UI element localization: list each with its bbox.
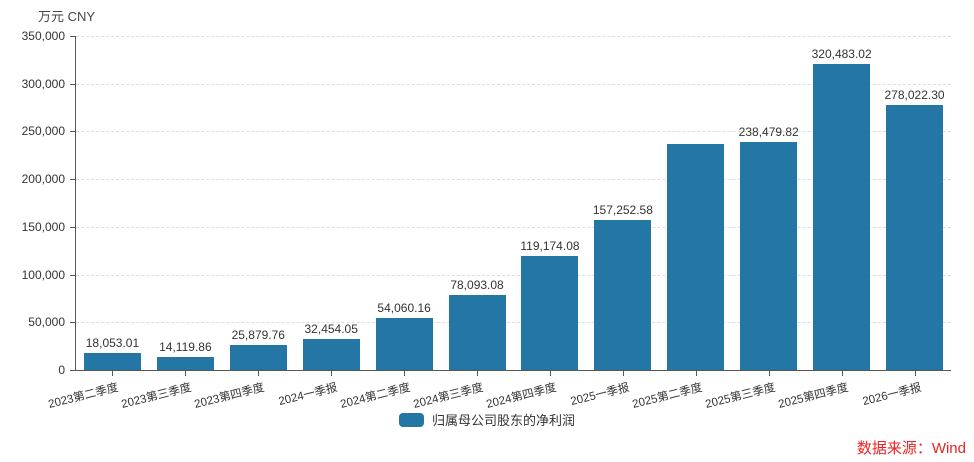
x-axis-tick — [331, 370, 333, 376]
x-axis-label: 2025一季报 — [569, 381, 631, 409]
gridline — [76, 322, 951, 324]
y-axis-tick — [70, 322, 76, 324]
bar-value-label: 78,093.08 — [450, 278, 504, 293]
bar[interactable] — [813, 64, 871, 370]
bar-value-label: 25,879.76 — [231, 328, 285, 343]
bar[interactable] — [302, 339, 360, 370]
bar-value-label: 119,174.08 — [520, 239, 580, 254]
data-source-note: 数据来源：Wind — [856, 440, 966, 457]
bar-value-label: 238,479.82 — [738, 125, 799, 140]
y-axis-unit-label: 万元 CNY — [38, 9, 96, 24]
x-axis-label: 2025第二季度 — [631, 381, 704, 411]
y-axis-label: 350,000 — [21, 29, 65, 43]
bar-value-label: 320,483.02 — [811, 47, 872, 62]
x-axis-tick — [477, 370, 479, 376]
bar-value-label: 18,053.01 — [85, 335, 140, 350]
y-axis-tick — [70, 370, 76, 371]
y-axis-label: 0 — [58, 363, 65, 377]
y-axis-tick — [70, 131, 76, 133]
y-axis-label: 150,000 — [21, 219, 65, 234]
x-axis-tick — [549, 370, 551, 376]
y-axis-tick — [70, 179, 76, 181]
x-axis-tick — [695, 370, 697, 376]
bar[interactable] — [375, 318, 433, 370]
x-axis-label: 2023第二季度 — [47, 381, 121, 411]
x-axis-label: 2024第二季度 — [339, 381, 412, 411]
x-axis-tick — [768, 370, 770, 376]
y-axis-tick — [70, 36, 76, 37]
bar-value-label: 278,022.30 — [884, 87, 945, 102]
y-axis-label: 100,000 — [21, 267, 65, 282]
x-axis-label: 2025第四季度 — [776, 381, 850, 411]
x-axis-label: 2023第三季度 — [120, 381, 194, 411]
x-axis-tick — [841, 370, 843, 376]
gridline — [76, 131, 951, 133]
x-axis-label: 2024第四季度 — [485, 381, 558, 411]
gridline — [76, 226, 951, 228]
bar[interactable] — [229, 345, 287, 370]
bar[interactable] — [667, 143, 725, 370]
y-axis-label: 200,000 — [21, 172, 65, 187]
bar[interactable] — [594, 219, 652, 370]
gridline — [76, 179, 951, 181]
y-axis-label: 50,000 — [28, 315, 65, 330]
x-axis-label: 2024一季报 — [277, 381, 339, 409]
x-axis-tick — [622, 370, 624, 376]
bar-value-label: 157,252.58 — [592, 202, 653, 217]
bar-value-label: 32,454.05 — [304, 322, 358, 337]
y-axis-label: 300,000 — [21, 76, 65, 91]
x-axis-label: 2026一季报 — [860, 381, 923, 409]
y-axis-tick — [70, 274, 76, 276]
bar[interactable] — [156, 356, 214, 370]
bar[interactable] — [521, 256, 579, 370]
x-axis-tick — [185, 370, 187, 376]
legend[interactable]: 归属母公司股东的净利润 — [0, 410, 974, 429]
y-axis-label: 250,000 — [21, 124, 65, 139]
gridline — [76, 274, 951, 276]
y-axis-tick — [70, 83, 76, 85]
bar[interactable] — [448, 295, 506, 370]
x-axis-tick — [914, 370, 916, 376]
x-axis-tick — [112, 370, 114, 376]
gridline — [76, 36, 951, 37]
legend-swatch — [398, 412, 424, 427]
x-axis-tick — [404, 370, 406, 376]
legend-label: 归属母公司股东的净利润 — [431, 413, 575, 428]
x-axis-label: 2024第三季度 — [412, 381, 485, 411]
bar[interactable] — [740, 142, 798, 370]
bar-value-label: 54,060.16 — [377, 301, 431, 316]
x-axis-tick — [258, 370, 260, 376]
x-axis-label: 2025第三季度 — [703, 381, 777, 411]
gridline — [76, 83, 951, 85]
y-axis-tick — [70, 226, 76, 228]
bar-value-label: 14,119.86 — [159, 339, 212, 354]
bar[interactable] — [886, 104, 944, 370]
plot-area: 0 50,000 100,000 150,000 200,000 250,000 300,0… — [22, 29, 951, 411]
x-axis-label: 2023第四季度 — [193, 381, 266, 411]
bar[interactable] — [83, 352, 141, 370]
